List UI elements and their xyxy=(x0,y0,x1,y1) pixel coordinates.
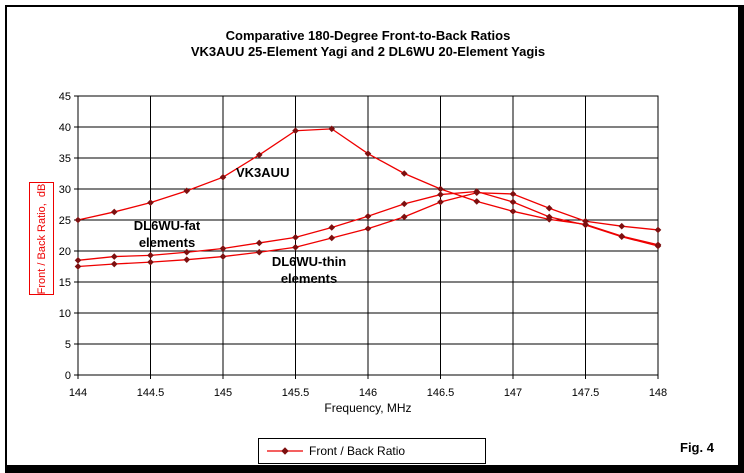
y-axis-label-box: Front / Back Ratio, dB xyxy=(29,182,54,295)
svg-text:147: 147 xyxy=(504,387,522,399)
svg-text:10: 10 xyxy=(59,308,71,320)
curve-label-dl6wu-fat: DL6WU-fat elements xyxy=(133,218,201,250)
svg-text:30: 30 xyxy=(59,184,71,196)
x-axis-label: Frequency, MHz xyxy=(324,401,412,415)
svg-text:45: 45 xyxy=(59,91,71,103)
svg-text:0: 0 xyxy=(65,370,71,382)
legend: Front / Back Ratio xyxy=(258,438,486,464)
svg-text:148: 148 xyxy=(649,387,667,399)
svg-text:15: 15 xyxy=(59,277,71,289)
y-axis-label: Front / Back Ratio, dB xyxy=(35,183,48,294)
legend-marker-sample xyxy=(267,447,303,455)
svg-text:25: 25 xyxy=(59,215,71,227)
svg-text:146: 146 xyxy=(359,387,377,399)
svg-text:146.5: 146.5 xyxy=(427,387,455,399)
svg-text:144: 144 xyxy=(69,387,87,399)
curve-label-dl6wu-thin: DL6WU-thin elements xyxy=(271,254,347,286)
svg-text:144.5: 144.5 xyxy=(137,387,165,399)
svg-text:145.5: 145.5 xyxy=(282,387,310,399)
svg-text:147.5: 147.5 xyxy=(572,387,600,399)
chart-title: Comparative 180-Degree Front-to-Back Rat… xyxy=(78,28,658,60)
svg-text:145: 145 xyxy=(214,387,232,399)
svg-text:20: 20 xyxy=(59,246,71,258)
curve-label-vk3auu: VK3AUU xyxy=(236,165,290,180)
svg-text:35: 35 xyxy=(59,153,71,165)
chart-title-line2: VK3AUU 25-Element Yagi and 2 DL6WU 20-El… xyxy=(190,44,546,59)
svg-text:40: 40 xyxy=(59,122,71,134)
legend-label: Front / Back Ratio xyxy=(309,444,406,458)
svg-text:5: 5 xyxy=(65,339,71,351)
figure-number: Fig. 4 xyxy=(680,440,714,455)
chart-title-line1: Comparative 180-Degree Front-to-Back Rat… xyxy=(225,28,511,43)
